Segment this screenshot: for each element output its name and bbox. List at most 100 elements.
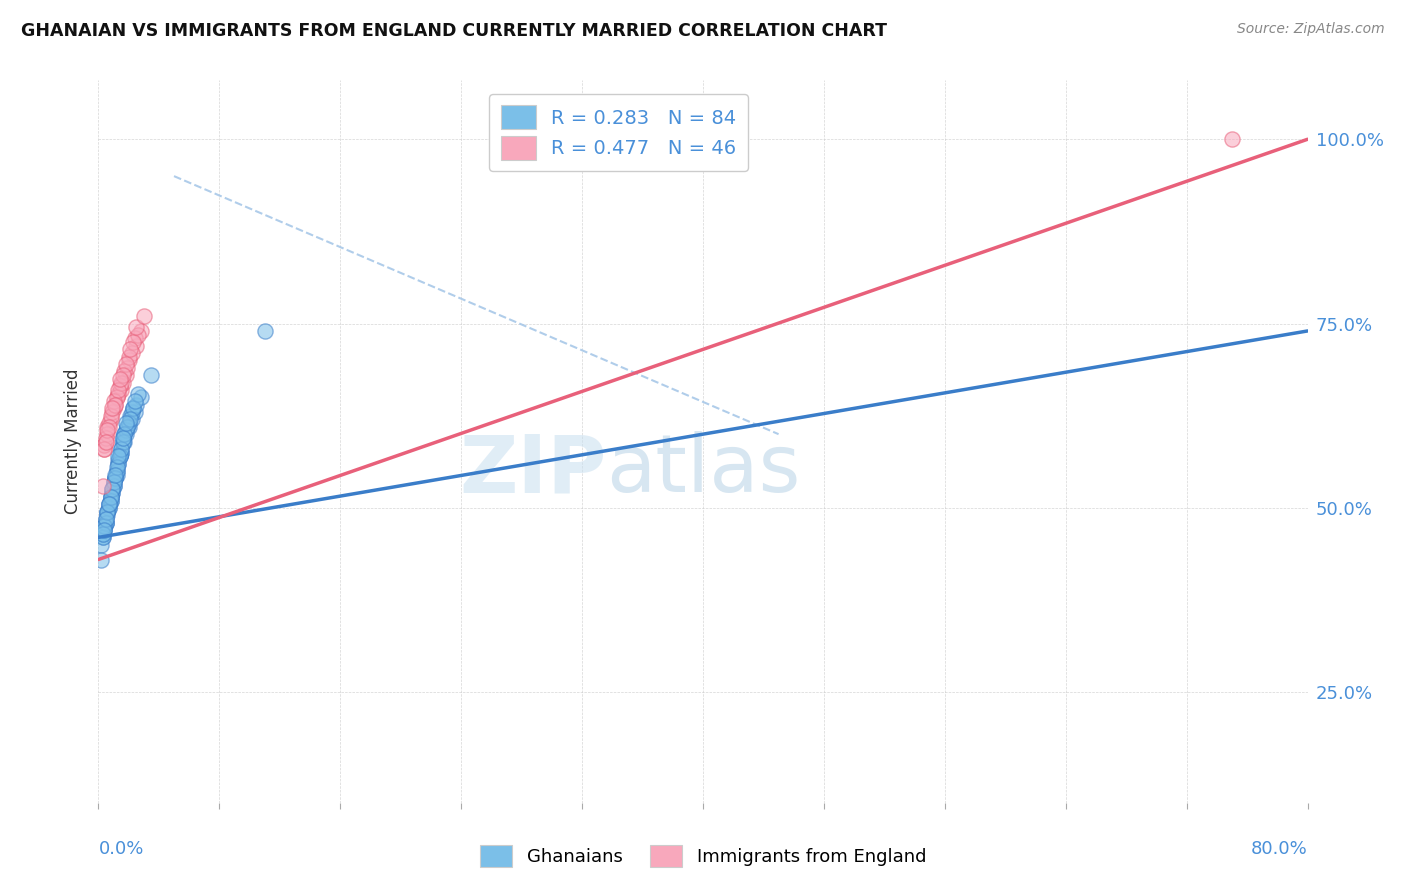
Point — [90, 538, 112, 552]
Point — [107, 450, 129, 464]
Point — [124, 394, 146, 409]
Point — [110, 442, 132, 456]
Point — [108, 379, 131, 393]
Point — [118, 416, 141, 430]
Point — [120, 409, 142, 423]
Point — [121, 346, 143, 360]
Point — [90, 552, 112, 566]
Text: atlas: atlas — [606, 432, 800, 509]
Point — [1220, 132, 1243, 146]
Point — [105, 464, 128, 478]
Point — [108, 450, 131, 464]
Point — [104, 398, 127, 412]
Point — [114, 368, 136, 383]
Point — [103, 479, 125, 493]
Point — [107, 386, 129, 401]
Point — [105, 460, 128, 475]
Point — [103, 394, 125, 409]
Point — [112, 434, 135, 449]
Point — [93, 523, 115, 537]
Point — [110, 442, 132, 456]
Point — [111, 376, 134, 390]
Point — [110, 383, 132, 397]
Point — [118, 353, 141, 368]
Point — [110, 445, 132, 459]
Point — [96, 427, 118, 442]
Point — [98, 500, 121, 515]
Point — [120, 343, 142, 357]
Point — [100, 493, 122, 508]
Point — [94, 516, 117, 530]
Point — [94, 512, 117, 526]
Point — [98, 497, 121, 511]
Point — [112, 427, 135, 442]
Point — [107, 453, 129, 467]
Point — [104, 398, 127, 412]
Point — [105, 467, 128, 482]
Point — [127, 327, 149, 342]
Text: Source: ZipAtlas.com: Source: ZipAtlas.com — [1237, 22, 1385, 37]
Point — [114, 416, 136, 430]
Y-axis label: Currently Married: Currently Married — [65, 368, 83, 515]
Point — [107, 457, 129, 471]
Point — [111, 434, 134, 449]
Point — [110, 445, 132, 459]
Point — [108, 372, 131, 386]
Point — [124, 405, 146, 419]
Point — [93, 438, 115, 452]
Point — [103, 401, 125, 416]
Point — [96, 505, 118, 519]
Point — [114, 424, 136, 438]
Point — [141, 368, 163, 383]
Point — [94, 516, 117, 530]
Point — [100, 412, 122, 426]
Point — [98, 497, 121, 511]
Point — [101, 486, 124, 500]
Point — [125, 339, 148, 353]
Point — [127, 386, 149, 401]
Legend: R = 0.283   N = 84, R = 0.477   N = 46: R = 0.283 N = 84, R = 0.477 N = 46 — [489, 94, 748, 171]
Point — [93, 519, 115, 533]
Point — [124, 331, 146, 345]
Point — [108, 450, 131, 464]
Point — [94, 431, 117, 445]
Legend: Ghanaians, Immigrants from England: Ghanaians, Immigrants from England — [472, 838, 934, 874]
Point — [93, 519, 115, 533]
Point — [129, 324, 152, 338]
Point — [100, 490, 122, 504]
Point — [98, 497, 121, 511]
Point — [100, 490, 122, 504]
Point — [121, 405, 143, 419]
Point — [115, 419, 138, 434]
Point — [111, 368, 134, 383]
Point — [96, 419, 118, 434]
Point — [94, 512, 117, 526]
Point — [96, 508, 118, 523]
Point — [108, 450, 131, 464]
Point — [105, 390, 128, 404]
Point — [125, 398, 148, 412]
Text: ZIP: ZIP — [458, 432, 606, 509]
Point — [253, 324, 276, 338]
Point — [104, 471, 127, 485]
Point — [107, 457, 129, 471]
Point — [132, 309, 155, 323]
Point — [94, 434, 117, 449]
Point — [98, 500, 121, 515]
Text: GHANAIAN VS IMMIGRANTS FROM ENGLAND CURRENTLY MARRIED CORRELATION CHART: GHANAIAN VS IMMIGRANTS FROM ENGLAND CURR… — [21, 22, 887, 40]
Point — [118, 350, 141, 364]
Text: 0.0%: 0.0% — [98, 839, 143, 858]
Point — [122, 401, 145, 416]
Point — [94, 434, 117, 449]
Point — [91, 526, 114, 541]
Point — [101, 405, 124, 419]
Point — [125, 320, 148, 334]
Point — [115, 360, 138, 375]
Point — [101, 486, 124, 500]
Point — [112, 427, 135, 442]
Point — [103, 479, 125, 493]
Point — [120, 412, 142, 426]
Point — [93, 442, 115, 456]
Point — [101, 483, 124, 497]
Point — [112, 364, 135, 378]
